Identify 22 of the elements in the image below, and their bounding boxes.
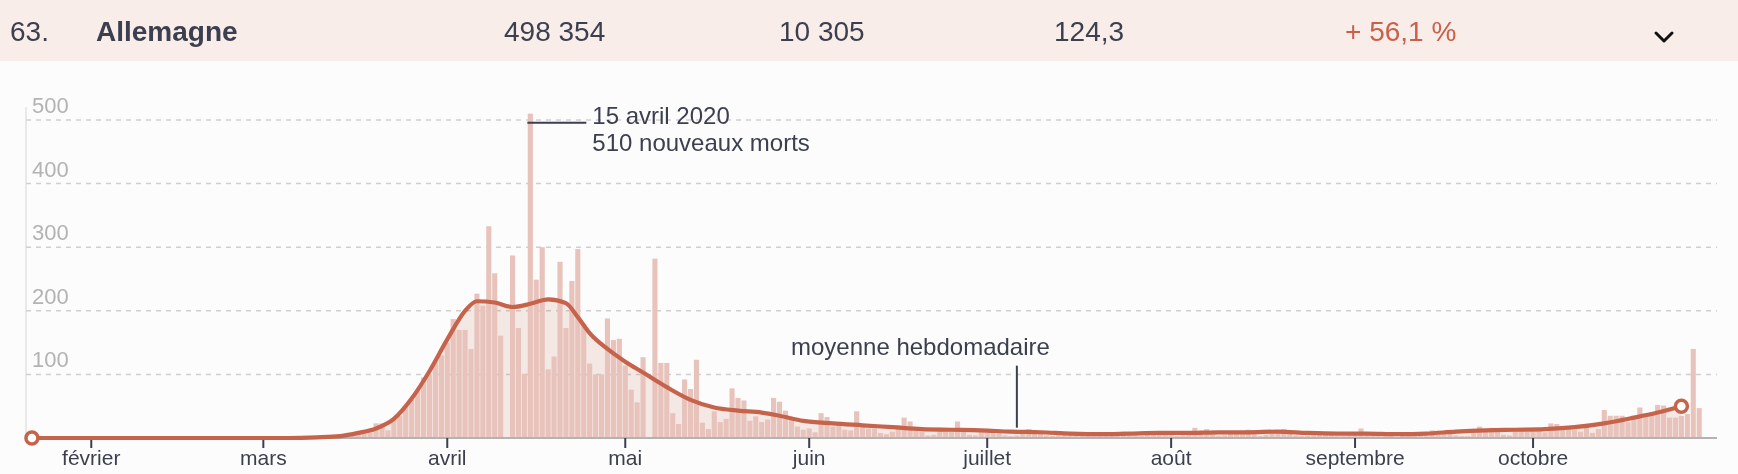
x-tick-label: mai bbox=[608, 446, 643, 469]
x-tick-label: mars bbox=[240, 446, 287, 469]
x-tick-label: septembre bbox=[1305, 446, 1405, 469]
text: 124,3 bbox=[1054, 16, 1125, 47]
text: 63. bbox=[10, 16, 49, 47]
x-tick-label: juin bbox=[791, 446, 826, 469]
x-tick-label: août bbox=[1150, 446, 1192, 469]
text: Allemagne bbox=[96, 16, 238, 47]
annotation: moyenne hebdomadaire bbox=[791, 332, 1050, 360]
y-tick-label: 300 bbox=[32, 220, 69, 246]
y-tick-label: 200 bbox=[32, 283, 69, 309]
y-tick-label: 100 bbox=[32, 347, 69, 373]
text: 10 305 bbox=[779, 16, 865, 47]
x-tick-label: juillet bbox=[962, 446, 1012, 469]
y-tick-label: 400 bbox=[32, 156, 69, 182]
y-tick-label: 500 bbox=[32, 93, 69, 118]
x-tick-label: avril bbox=[428, 446, 467, 469]
text: + 56,1 % bbox=[1345, 16, 1457, 47]
x-tick-label: février bbox=[62, 446, 121, 469]
x-tick-label: octobre bbox=[1498, 446, 1569, 469]
annotation: 15 avril 2020 510 nouveaux morts bbox=[592, 101, 810, 156]
text: 498 354 bbox=[504, 16, 606, 47]
